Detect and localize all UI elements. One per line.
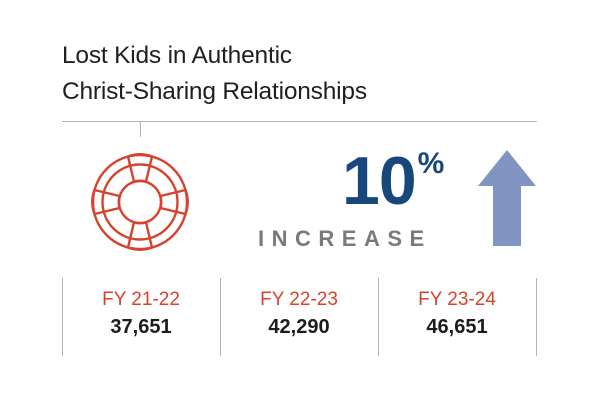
year-value: 46,651 xyxy=(426,316,488,338)
year-value: 37,651 xyxy=(110,316,172,338)
column-divider xyxy=(62,278,63,356)
year-column: FY 23-24 46,651 xyxy=(378,278,536,339)
year-label: FY 22-23 xyxy=(260,289,338,310)
stat-percentage: 10 % xyxy=(342,147,444,215)
column-divider xyxy=(378,278,379,356)
year-label: FY 23-24 xyxy=(418,289,496,310)
stat-unit: % xyxy=(417,147,445,180)
divider-tick xyxy=(140,121,141,137)
stat-label: INCREASE xyxy=(258,226,432,251)
year-value: 42,290 xyxy=(268,316,330,338)
title-line-1: Lost Kids in Authentic xyxy=(62,42,292,69)
yearly-stats: FY 21-22 37,651 FY 22-23 42,290 FY 23-24… xyxy=(62,278,537,356)
life-buoy-icon xyxy=(91,153,189,251)
year-label: FY 21-22 xyxy=(102,289,180,310)
top-divider xyxy=(62,121,537,122)
year-column: FY 22-23 42,290 xyxy=(220,278,378,339)
column-divider xyxy=(220,278,221,356)
column-divider xyxy=(536,278,537,356)
title-line-2: Christ-Sharing Relationships xyxy=(62,78,367,105)
year-column: FY 21-22 37,651 xyxy=(62,278,220,339)
up-arrow-icon xyxy=(478,150,536,246)
stat-number: 10 xyxy=(342,143,417,219)
page-title: Lost Kids in Authentic Christ-Sharing Re… xyxy=(62,38,367,110)
